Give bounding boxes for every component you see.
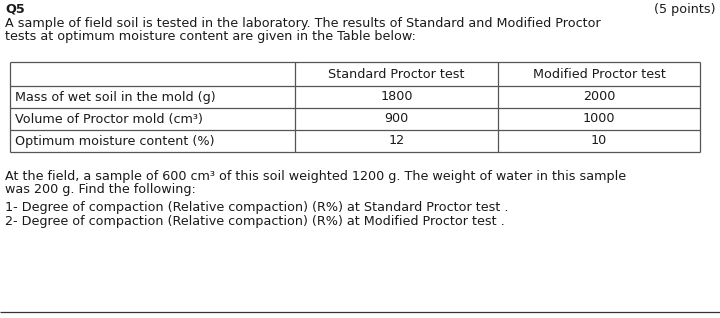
Text: was 200 g. Find the following:: was 200 g. Find the following: (5, 183, 196, 196)
Text: Mass of wet soil in the mold (g): Mass of wet soil in the mold (g) (15, 91, 215, 103)
Text: A sample of field soil is tested in the laboratory. The results of Standard and : A sample of field soil is tested in the … (5, 17, 600, 30)
Text: Volume of Proctor mold (cm³): Volume of Proctor mold (cm³) (15, 113, 203, 126)
Text: At the field, a sample of 600 cm³ of this soil weighted 1200 g. The weight of wa: At the field, a sample of 600 cm³ of thi… (5, 170, 626, 183)
Text: Optimum moisture content (%): Optimum moisture content (%) (15, 135, 215, 148)
Text: tests at optimum moisture content are given in the Table below:: tests at optimum moisture content are gi… (5, 30, 416, 43)
Text: 12: 12 (388, 135, 405, 148)
Text: 1000: 1000 (582, 113, 616, 126)
Text: 10: 10 (591, 135, 607, 148)
Text: 2000: 2000 (582, 91, 615, 103)
Text: 1- Degree of compaction (Relative compaction) (R%) at Standard Proctor test .: 1- Degree of compaction (Relative compac… (5, 201, 508, 214)
Text: 1800: 1800 (380, 91, 413, 103)
Text: Q5: Q5 (5, 3, 24, 16)
Text: Modified Proctor test: Modified Proctor test (533, 67, 665, 80)
Text: (5 points): (5 points) (654, 3, 715, 16)
Text: 900: 900 (384, 113, 409, 126)
Text: 2- Degree of compaction (Relative compaction) (R%) at Modified Proctor test .: 2- Degree of compaction (Relative compac… (5, 215, 505, 228)
Text: Standard Proctor test: Standard Proctor test (328, 67, 464, 80)
